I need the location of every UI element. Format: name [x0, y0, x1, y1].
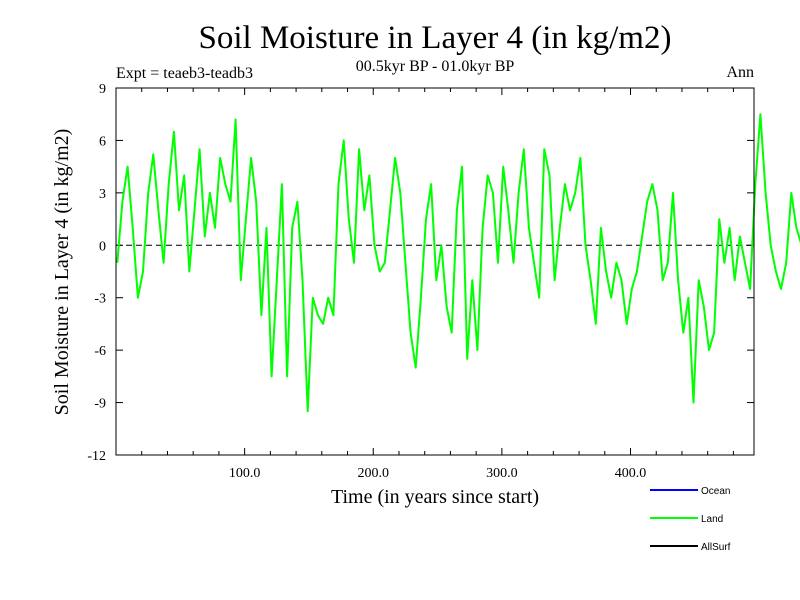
- legend-label-ocean: Ocean: [701, 486, 730, 497]
- legend-label-land: Land: [701, 514, 723, 525]
- x-axis-label: Time (in years since start): [331, 486, 539, 508]
- chart-subtitle: 00.5kyr BP - 01.0kyr BP: [356, 58, 515, 75]
- plot-axes: -12 -9 -6 -3 0 3 6 9 100.0 200.0 300.0 400.0: [87, 82, 754, 481]
- x-tick-label: 400.0: [615, 466, 647, 481]
- y-tick-label: 3: [99, 187, 106, 202]
- y-tick-label: 0: [99, 239, 106, 254]
- x-tick-label: 300.0: [486, 466, 518, 481]
- chart-title: Soil Moisture in Layer 4 (in kg/m2): [199, 20, 672, 56]
- y-tick-label: 6: [99, 134, 106, 149]
- plot-frame: [115, 87, 755, 456]
- legend-label-allsurf: AllSurf: [701, 542, 731, 553]
- y-tick-label: -12: [87, 449, 106, 464]
- y-tick-label: -3: [94, 292, 106, 307]
- x-tick-label: 100.0: [229, 466, 261, 481]
- y-tick-label: -9: [94, 397, 106, 412]
- x-tick-label: 200.0: [358, 466, 390, 481]
- y-tick-label: 9: [99, 82, 106, 97]
- plot-lines: [116, 113, 800, 413]
- series-line-land: [116, 113, 800, 413]
- expt-label: Expt = teaeb3-teadb3: [116, 65, 253, 82]
- legend: Ocean Land AllSurf: [650, 486, 731, 553]
- period-label: Ann: [726, 64, 754, 81]
- y-axis-label: Soil Moisture in Layer 4 (in kg/m2): [51, 129, 73, 416]
- y-tick-label: -6: [94, 344, 106, 359]
